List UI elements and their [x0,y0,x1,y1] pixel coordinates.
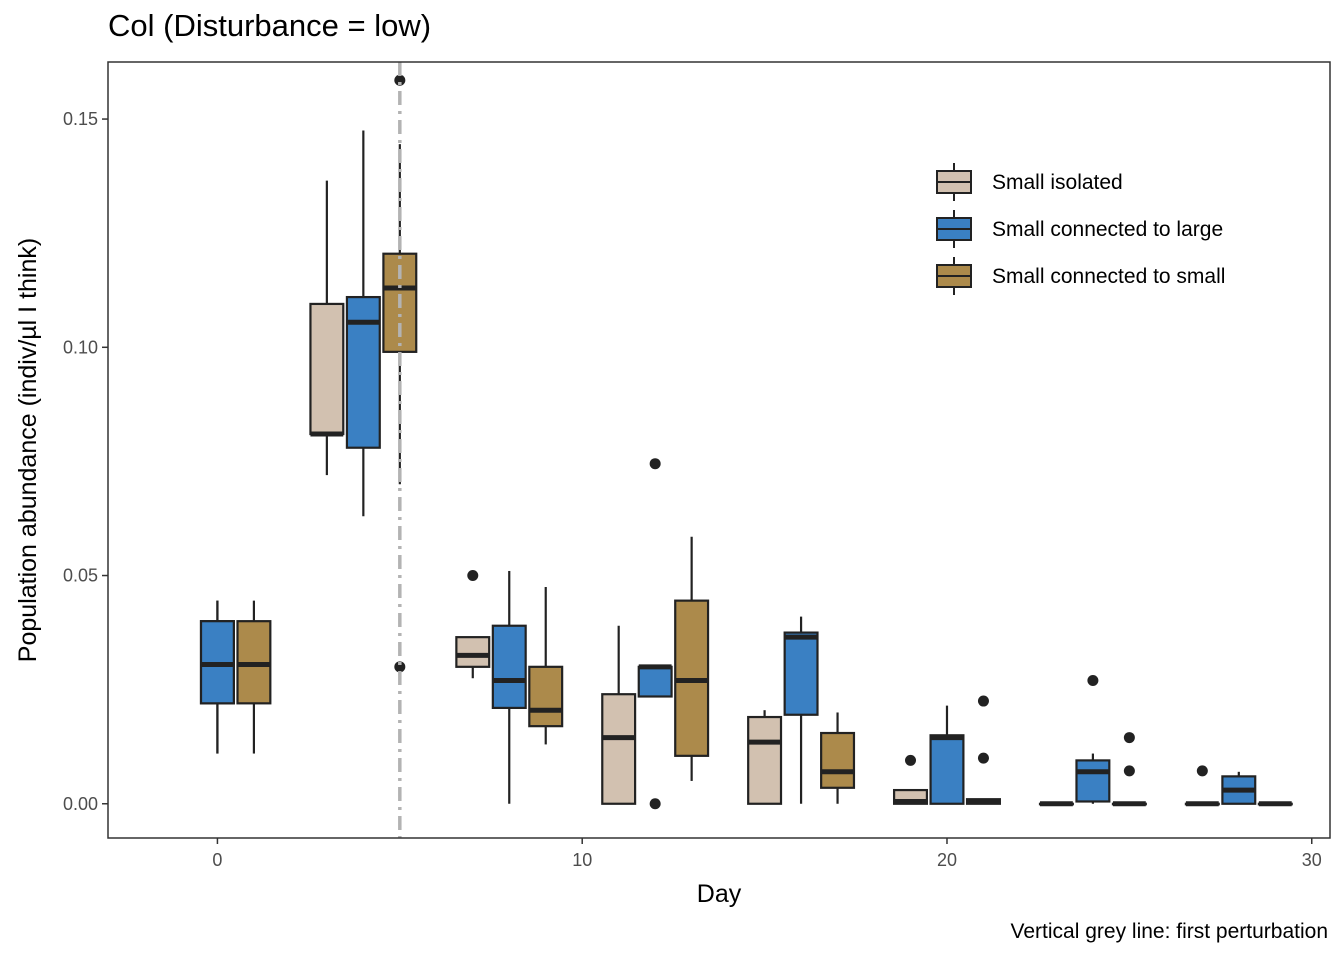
box-1-4 [783,616,819,804]
chart-title: Col (Disturbance = low) [108,8,432,43]
box-0-6 [1038,801,1074,807]
legend-label: Small connected to large [992,218,1223,241]
box-1-3 [637,458,673,810]
outlier-point [394,661,406,673]
outlier-point [1123,732,1135,744]
box-body [309,302,345,436]
box-0-5 [892,754,929,805]
outlier-point [905,754,917,766]
box-0-1 [309,180,345,476]
box-body [747,715,783,805]
box-body [491,624,527,710]
box-body [345,295,381,449]
y-tick-label: 0.00 [63,794,98,814]
box-body [820,731,856,789]
box-body [783,631,819,716]
x-tick-label: 20 [937,850,957,870]
outlier-point [1087,675,1099,687]
box-0-2 [455,570,491,679]
y-tick-label: 0.10 [63,337,98,357]
box-2-4 [820,712,856,804]
x-tick-label: 0 [212,850,222,870]
outlier-point [467,570,479,582]
box-body [1075,759,1111,803]
box-body [528,665,564,728]
y-tick-label: 0.05 [63,566,98,586]
legend-item-2: Small connected to small [936,257,1225,295]
box-1-2 [491,570,527,804]
box-body [637,665,673,698]
box-0-7 [1184,765,1220,807]
box-1-7 [1221,771,1257,805]
box-2-7 [1257,801,1293,807]
y-tick-label: 0.15 [63,109,98,129]
box-1-0 [199,600,235,754]
x-axis-title: Day [697,880,742,908]
box-0-4 [747,710,783,805]
box-body [601,693,637,805]
axes-layer: 0.00 0.05 0.10 0.15 0 10 20 30 Day Population abu… [14,61,1331,908]
outlier-point [1123,765,1135,777]
legend-label: Small isolated [992,171,1123,194]
outlier-point [977,752,989,764]
box-body [455,636,491,668]
legend: Small isolated Small connected to large Sm… [936,163,1225,295]
box-2-0 [236,600,272,754]
outlier-point [394,74,406,86]
legend-item-0: Small isolated [936,163,1123,201]
x-tick-label: 30 [1302,850,1322,870]
outlier-point [649,458,661,470]
box-0-3 [601,625,637,805]
box-1-5 [929,705,965,805]
box-2-2 [528,586,564,745]
legend-item-1: Small connected to large [936,210,1223,248]
chart-caption: Vertical grey line: first perturbation [1010,920,1328,943]
x-tick-label: 10 [572,850,592,870]
outlier-point [649,798,661,810]
box-2-6 [1111,732,1147,807]
y-axis-title: Population abundance (indiv/µl I think) [14,238,42,662]
outlier-point [1196,765,1208,777]
panel-border [107,61,1331,839]
box-2-5 [965,695,1001,805]
box-1-6 [1075,675,1111,804]
box-body [929,734,965,805]
box-2-3 [674,536,710,781]
plot-layer [199,62,1293,838]
box-1-1 [345,130,381,517]
legend-label: Small connected to small [992,265,1225,288]
outlier-point [977,695,989,707]
